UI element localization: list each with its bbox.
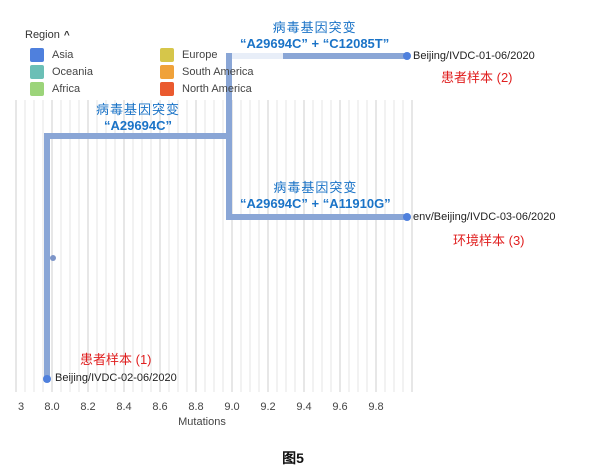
tick-label: 8.8 [188, 401, 204, 413]
tick-label: 9.6 [332, 401, 348, 413]
internal-node-dot [50, 255, 56, 261]
africa-swatch [30, 82, 44, 96]
annotation-top: 病毒基因突变 “A29694C” + “C12085T” [240, 20, 389, 52]
legend-item-europe[interactable]: Europe [160, 48, 217, 62]
legend-label: North America [182, 83, 252, 95]
tree-branches [44, 53, 407, 382]
south-america-swatch [160, 65, 174, 79]
tree-tips [43, 52, 411, 383]
tick-label: 8.6 [152, 401, 168, 413]
annotation-mid-title: 病毒基因突变 [273, 180, 358, 195]
legend-item-south-america[interactable]: South America [160, 65, 254, 79]
north-america-swatch [160, 82, 174, 96]
asia-swatch [30, 48, 44, 62]
europe-swatch [160, 48, 174, 62]
annotation-left-title: 病毒基因突变 [96, 102, 181, 117]
legend-item-north-america[interactable]: North America [160, 82, 252, 96]
annotation-left: 病毒基因突变 “A29694C” [96, 102, 180, 134]
legend-title: Region [25, 29, 60, 41]
tick-label: 8.2 [80, 401, 96, 413]
oceania-swatch [30, 65, 44, 79]
legend-item-asia[interactable]: Asia [30, 48, 73, 62]
tick-label: 9.0 [224, 401, 240, 413]
sample-1-label: 患者样本 (1) [80, 352, 152, 367]
tick-label-partial: 3 [17, 401, 25, 413]
legend-toggle[interactable]: Region ^ [25, 29, 70, 41]
tick-label: 9.4 [296, 401, 312, 413]
legend-label: South America [182, 66, 254, 78]
annotation-mid: 病毒基因突变 “A29694C” + “A11910G” [240, 180, 391, 212]
legend-label: Asia [52, 49, 74, 61]
legend-item-africa[interactable]: Africa [30, 82, 80, 96]
tip-label-sample-3[interactable]: env/Beijing/IVDC-03-06/2020 [413, 211, 556, 223]
tick-label: 8.0 [44, 401, 60, 413]
sample-2-label: 患者样本 (2) [441, 70, 513, 85]
legend-item-oceania[interactable]: Oceania [30, 65, 93, 79]
tip-label-sample-1[interactable]: Beijing/IVDC-02-06/2020 [55, 372, 177, 384]
legend-label: Oceania [52, 66, 93, 78]
annotation-top-title: 病毒基因突变 [272, 20, 357, 35]
chevron-up-icon: ^ [63, 29, 70, 41]
figure-caption: 图5 [282, 450, 304, 466]
annotation-mid-mutations: “A29694C” + “A11910G” [240, 196, 391, 211]
tip-node-sample-3 [403, 213, 411, 221]
sample-3-label: 环境样本 (3) [453, 233, 525, 248]
legend-label: Europe [182, 49, 218, 61]
axis-title: Mutations [178, 416, 226, 428]
tip-node-sample-2 [403, 52, 411, 60]
legend-label: Africa [52, 83, 81, 95]
tick-label: 8.4 [116, 401, 132, 413]
tip-label-sample-2[interactable]: Beijing/IVDC-01-06/2020 [413, 50, 535, 62]
grid-lines [15, 100, 413, 392]
tip-node-sample-1 [43, 375, 51, 383]
tick-label: 9.2 [260, 401, 276, 413]
annotation-top-mutations: “A29694C” + “C12085T” [240, 36, 390, 51]
annotation-left-mutations: “A29694C” [104, 118, 172, 133]
tick-label: 9.8 [368, 401, 384, 413]
